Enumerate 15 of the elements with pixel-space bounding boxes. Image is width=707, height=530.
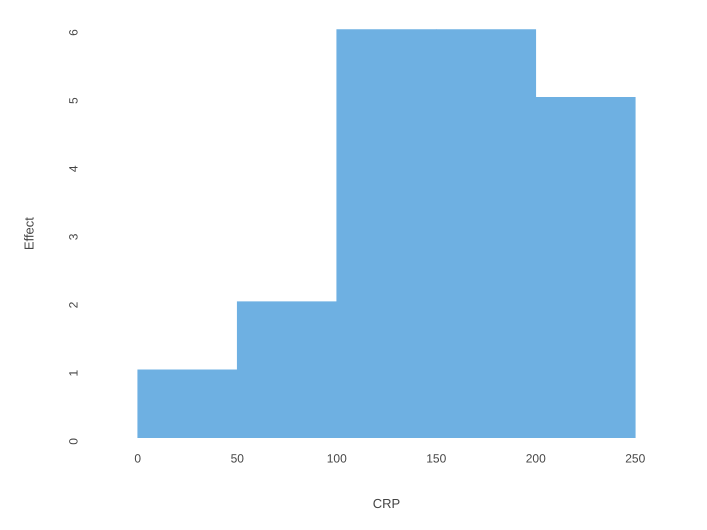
- y-tick-label: 4: [66, 165, 80, 172]
- y-tick-label: 6: [66, 28, 80, 36]
- y-tick-label: 5: [66, 97, 80, 104]
- y-tick-label: 3: [66, 233, 80, 240]
- x-tick-label: 0: [134, 452, 142, 466]
- y-tick-label: 0: [66, 438, 80, 445]
- x-tick-label: 250: [625, 452, 646, 466]
- y-tick-label: 2: [66, 301, 80, 308]
- x-tick-label: 150: [426, 452, 447, 466]
- x-tick-label: 50: [230, 452, 244, 466]
- x-axis-title: CRP: [372, 496, 400, 511]
- y-tick-label: 1: [66, 370, 80, 377]
- x-tick-label: 100: [326, 452, 348, 466]
- x-tick-label: 200: [526, 452, 546, 466]
- y-axis-title: Effect: [21, 216, 36, 250]
